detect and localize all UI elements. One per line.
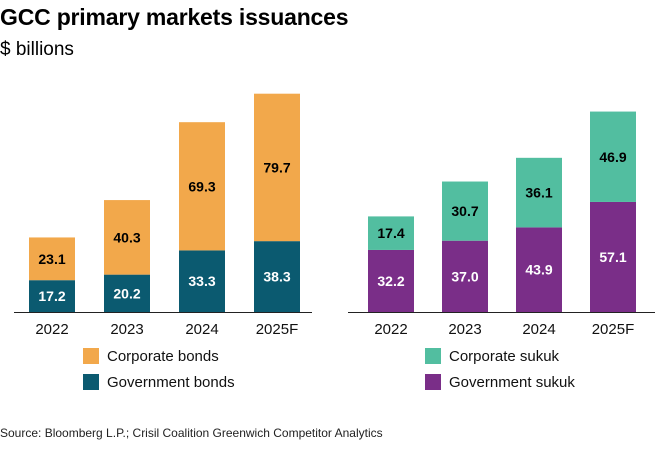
bonds-data-label-government-bonds-2023: 20.2 — [113, 285, 140, 301]
source-note: Source: Bloomberg L.P.; Crisil Coalition… — [0, 426, 383, 440]
sukuk-bar-corporate-sukuk-2023 — [442, 181, 488, 241]
chart-title: GCC primary markets issuances — [0, 4, 349, 30]
bonds-data-label-government-bonds-2022: 17.2 — [38, 288, 65, 304]
sukuk-x-tick-2022: 2022 — [374, 321, 407, 338]
sukuk-data-label-corporate-sukuk-2025f: 46.9 — [599, 149, 626, 165]
sukuk-legend-swatch-government-sukuk — [425, 374, 441, 390]
sukuk-bar-corporate-sukuk-2024 — [516, 157, 562, 228]
bonds-x-tick-2024: 2024 — [185, 321, 218, 338]
bonds-bar-corporate-bonds-2023 — [104, 200, 150, 275]
sukuk-data-label-corporate-sukuk-2023: 30.7 — [451, 203, 478, 219]
bonds-bar-government-bonds-2023 — [104, 274, 150, 312]
sukuk-data-label-government-sukuk-2023: 37.0 — [451, 268, 478, 284]
sukuk-data-label-government-sukuk-2024: 43.9 — [525, 262, 552, 278]
sukuk-bar-corporate-sukuk-2022 — [368, 216, 414, 250]
bonds-x-tick-2025f: 2025F — [256, 321, 299, 338]
bonds-x-tick-2023: 2023 — [110, 321, 143, 338]
bonds-data-label-corporate-bonds-2025f: 79.7 — [263, 159, 290, 175]
bonds-bar-corporate-bonds-2025f — [254, 93, 300, 242]
sukuk-bar-government-sukuk-2025f — [590, 201, 636, 312]
bonds-bar-government-bonds-2024 — [179, 250, 225, 312]
bonds-bar-government-bonds-2025f — [254, 241, 300, 312]
sukuk-legend-label-corporate-sukuk: Corporate sukuk — [449, 348, 560, 365]
bonds-legend-swatch-government-bonds — [83, 374, 99, 390]
sukuk-x-tick-2025f: 2025F — [592, 321, 635, 338]
sukuk-legend-label-government-sukuk: Government sukuk — [449, 374, 575, 391]
bonds-data-label-government-bonds-2025f: 38.3 — [263, 269, 290, 285]
bonds-data-label-corporate-bonds-2024: 69.3 — [188, 178, 215, 194]
bonds-bar-government-bonds-2022 — [29, 280, 75, 312]
bonds-bar-corporate-bonds-2022 — [29, 237, 75, 281]
sukuk-x-tick-2023: 2023 — [448, 321, 481, 338]
sukuk-x-tick-2024: 2024 — [522, 321, 555, 338]
bonds-legend-label-government-bonds: Government bonds — [107, 374, 235, 391]
bonds-legend-label-corporate-bonds: Corporate bonds — [107, 348, 219, 365]
bonds-data-label-government-bonds-2024: 33.3 — [188, 273, 215, 289]
bonds-bar-corporate-bonds-2024 — [179, 122, 225, 251]
sukuk-bar-government-sukuk-2024 — [516, 227, 562, 312]
sukuk-legend-swatch-corporate-sukuk — [425, 348, 441, 364]
bonds-legend-swatch-corporate-bonds — [83, 348, 99, 364]
sukuk-data-label-corporate-sukuk-2024: 36.1 — [525, 185, 552, 201]
bonds-data-label-corporate-bonds-2022: 23.1 — [38, 251, 65, 267]
sukuk-bar-government-sukuk-2022 — [368, 249, 414, 312]
chart-subtitle: $ billions — [0, 39, 74, 60]
sukuk-data-label-corporate-sukuk-2022: 17.4 — [377, 225, 404, 241]
bonds-x-tick-2022: 2022 — [35, 321, 68, 338]
sukuk-bar-corporate-sukuk-2025f — [590, 111, 636, 202]
sukuk-data-label-government-sukuk-2025f: 57.1 — [599, 249, 626, 265]
bonds-data-label-corporate-bonds-2023: 40.3 — [113, 229, 140, 245]
sukuk-bar-government-sukuk-2023 — [442, 240, 488, 312]
sukuk-data-label-government-sukuk-2022: 32.2 — [377, 273, 404, 289]
